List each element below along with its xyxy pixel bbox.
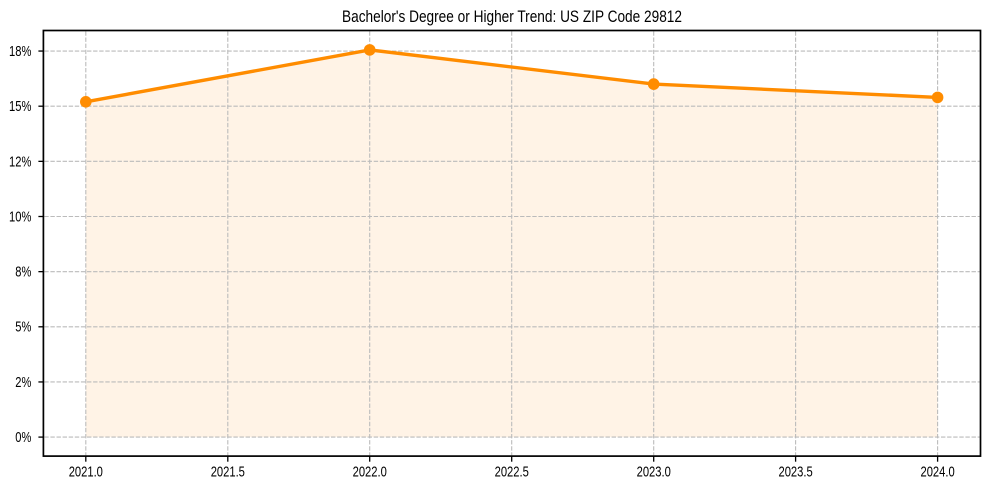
svg-text:2023.0: 2023.0 (637, 464, 671, 480)
svg-text:5%: 5% (15, 320, 31, 336)
svg-text:10%: 10% (9, 209, 31, 225)
svg-text:2021.5: 2021.5 (211, 464, 245, 480)
svg-text:2022.5: 2022.5 (495, 464, 529, 480)
svg-text:8%: 8% (15, 265, 31, 281)
svg-text:18%: 18% (9, 44, 31, 60)
svg-text:12%: 12% (9, 154, 31, 170)
svg-text:15%: 15% (9, 99, 31, 115)
svg-text:2021.0: 2021.0 (69, 464, 103, 480)
svg-text:0%: 0% (15, 430, 31, 446)
svg-text:Bachelor's Degree or Higher Tr: Bachelor's Degree or Higher Trend: US ZI… (342, 8, 682, 26)
svg-text:2%: 2% (15, 375, 31, 391)
svg-text:2024.0: 2024.0 (921, 464, 955, 480)
svg-text:2023.5: 2023.5 (779, 464, 813, 480)
svg-text:2022.0: 2022.0 (353, 464, 387, 480)
